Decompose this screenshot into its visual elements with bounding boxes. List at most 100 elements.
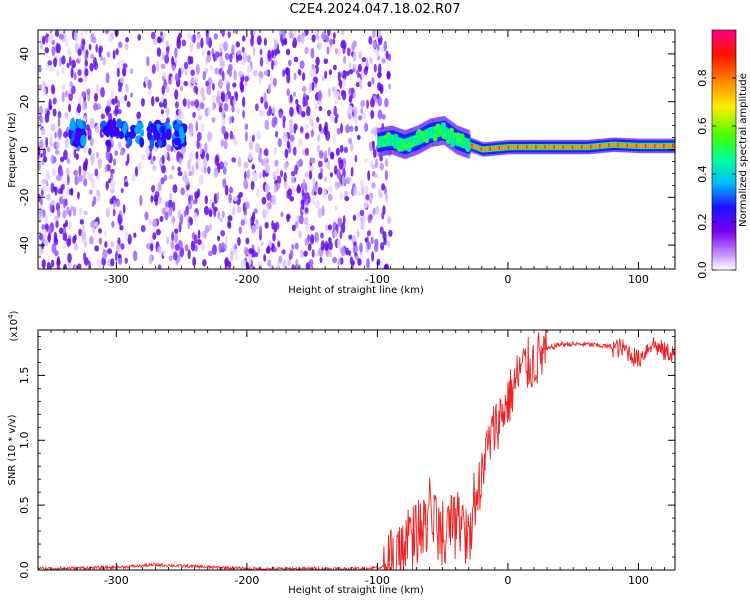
noise-blob (58, 33, 64, 40)
noise-blob (188, 151, 194, 163)
signal-blob (451, 132, 457, 138)
noise-blob (301, 32, 307, 38)
noise-blob (212, 94, 216, 103)
noise-blob (144, 211, 149, 221)
noise-blob (68, 103, 72, 113)
noise-blob (124, 230, 129, 241)
noise-blob (334, 47, 338, 55)
noise-blob (197, 238, 202, 246)
noise-blob (52, 97, 57, 105)
signal-blob (174, 122, 181, 131)
noise-blob (371, 77, 375, 85)
noise-blob (64, 198, 68, 207)
noise-blob (172, 201, 176, 212)
noise-blob (240, 259, 246, 268)
noise-blob (86, 88, 91, 96)
noise-blob (293, 127, 297, 134)
noise-blob (377, 30, 382, 39)
noise-blob (48, 224, 53, 235)
noise-blob (213, 169, 219, 178)
noise-blob (183, 80, 188, 87)
noise-blob (68, 56, 72, 66)
noise-blob (96, 151, 99, 159)
noise-blob (316, 144, 321, 153)
noise-blob (79, 218, 84, 225)
noise-blob (325, 35, 330, 43)
noise-blob (307, 243, 312, 251)
noise-blob (174, 89, 179, 100)
noise-blob (325, 224, 329, 232)
noise-blob (218, 242, 223, 254)
noise-blob (257, 261, 262, 268)
noise-blob (309, 115, 313, 126)
noise-blob (244, 123, 249, 131)
colorbar-tick-label: 0.0 (696, 261, 709, 279)
noise-blob (156, 36, 162, 44)
noise-blob (298, 70, 302, 77)
noise-blob (310, 69, 315, 78)
noise-blob (265, 209, 270, 215)
signal-blob (69, 121, 76, 131)
noise-blob (258, 225, 263, 236)
noise-blob (268, 201, 272, 210)
noise-blob (274, 58, 278, 67)
noise-blob (218, 42, 224, 53)
noise-blob (137, 162, 143, 171)
noise-blob (345, 70, 350, 76)
noise-blob (214, 51, 218, 61)
noise-blob (87, 92, 91, 102)
noise-blob (250, 35, 254, 47)
noise-blob (353, 186, 358, 196)
noise-blob (125, 37, 130, 43)
noise-blob (365, 58, 369, 68)
noise-blob (164, 150, 168, 160)
noise-blob (140, 224, 146, 233)
noise-blob (371, 251, 375, 262)
noise-blob (165, 201, 169, 209)
noise-blob (334, 181, 339, 190)
noise-blob (160, 109, 164, 115)
noise-blob (241, 46, 245, 53)
noise-blob (348, 234, 353, 240)
noise-blob (373, 63, 377, 73)
noise-blob (272, 171, 277, 178)
noise-blob (377, 109, 383, 120)
noise-blob (251, 164, 256, 170)
noise-blob (339, 231, 343, 239)
noise-blob (80, 30, 84, 40)
noise-blob (325, 243, 329, 251)
noise-blob (200, 165, 206, 173)
colorbar: 0.0 0.2 0.4 0.6 0.8 Normalized spectral ampl… (696, 29, 749, 279)
colorbar-tick-label: 0.6 (696, 117, 709, 135)
noise-blob (275, 49, 281, 55)
noise-blob (243, 246, 249, 256)
noise-blob (360, 107, 364, 114)
noise-blob (310, 225, 315, 231)
noise-blob (295, 98, 299, 105)
signal-blob (388, 138, 394, 144)
noise-blob (56, 258, 61, 266)
noise-blob (166, 50, 170, 56)
noise-blob (232, 195, 238, 202)
noise-blob (264, 119, 270, 131)
noise-blob (193, 211, 198, 222)
snr-x-tick-label: 0 (504, 574, 511, 587)
noise-blob (356, 134, 361, 140)
noise-blob (240, 219, 246, 227)
noise-blob (379, 155, 383, 162)
noise-blob (304, 207, 309, 213)
noise-blob (260, 240, 264, 247)
noise-blob (386, 70, 391, 80)
noise-blob (105, 150, 111, 161)
signal-blob (178, 125, 184, 138)
noise-blob (211, 201, 215, 209)
signal-blob (456, 138, 462, 144)
noise-blob (368, 141, 373, 152)
noise-blob (275, 221, 280, 230)
noise-blob (199, 102, 205, 110)
noise-blob (298, 138, 303, 148)
snr-marks (38, 330, 675, 570)
noise-blob (50, 123, 56, 132)
noise-blob (61, 55, 66, 65)
